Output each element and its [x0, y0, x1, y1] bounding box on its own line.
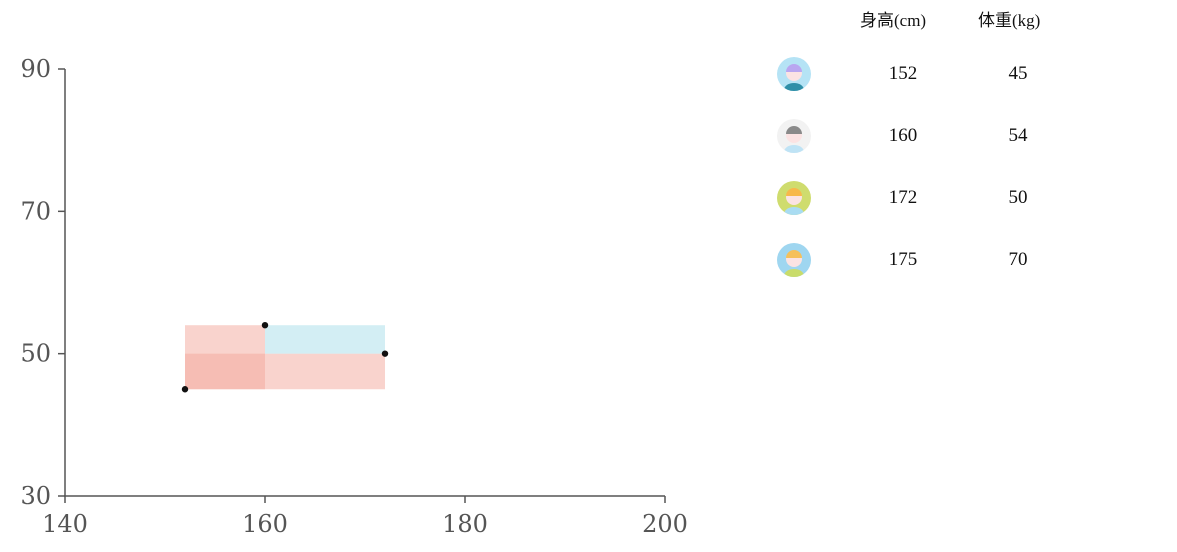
height-cell: 172	[888, 187, 918, 208]
scatter-chart: 140 160 180 200 30 50 70 90	[20, 55, 688, 538]
x-tick-label: 140	[42, 510, 88, 538]
header-height: 身高(cm)	[860, 11, 927, 30]
data-point	[381, 350, 389, 357]
weight-cell: 54	[1008, 125, 1028, 146]
height-cell: 152	[888, 63, 918, 84]
x-tick-label: 200	[642, 510, 688, 538]
height-cell: 160	[888, 125, 918, 146]
y-tick-label: 50	[20, 340, 51, 368]
x-tick-label: 160	[242, 510, 288, 538]
avatar-blonde-hair-icon	[777, 243, 811, 277]
avatar-orange-hair-icon	[777, 181, 811, 215]
data-point	[181, 386, 189, 393]
weight-cell: 45	[1008, 63, 1028, 84]
y-tick-label: 90	[20, 55, 51, 83]
rect-2	[265, 325, 385, 354]
weight-cell: 50	[1008, 187, 1028, 208]
height-cell: 175	[888, 249, 918, 270]
header-weight: 体重(kg)	[978, 11, 1041, 30]
avatar-purple-hair-icon	[777, 57, 811, 91]
table-row: 172 50	[770, 179, 1090, 219]
avatar-gray-hair-icon	[777, 119, 811, 153]
data-point	[261, 322, 269, 329]
x-tick-label: 180	[442, 510, 488, 538]
table-row: 160 54	[770, 117, 1090, 157]
table-row: 175 70	[770, 241, 1090, 281]
rect-1	[185, 353, 385, 390]
y-tick-label: 70	[20, 197, 51, 225]
weight-cell: 70	[1008, 249, 1028, 270]
y-tick-label: 30	[20, 482, 51, 510]
table-row: 152 45	[770, 55, 1090, 95]
